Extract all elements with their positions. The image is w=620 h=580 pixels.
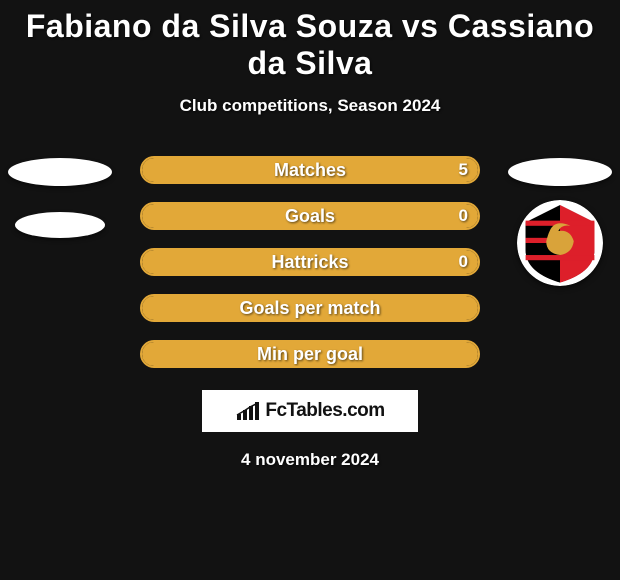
stat-bar: Matches 5 xyxy=(140,156,480,184)
right-player-column xyxy=(500,156,620,286)
stat-label: Goals xyxy=(285,206,335,227)
bar-chart-icon xyxy=(235,400,261,422)
brand-logo[interactable]: FcTables.com xyxy=(202,390,418,432)
left-player-column xyxy=(0,156,120,238)
stat-label: Goals per match xyxy=(239,298,380,319)
stat-bar: Hattricks 0 xyxy=(140,248,480,276)
date-text: 4 november 2024 xyxy=(0,450,620,470)
stat-label: Min per goal xyxy=(257,344,363,365)
page-title: Fabiano da Silva Souza vs Cassiano da Si… xyxy=(0,0,620,86)
right-player-oval xyxy=(508,158,612,186)
left-player-oval-2 xyxy=(15,212,105,238)
comparison-stage: Matches 5 Goals 0 Hattricks 0 Goals per match M… xyxy=(0,156,620,368)
stat-right-value: 0 xyxy=(459,252,468,272)
stat-bar: Min per goal xyxy=(140,340,480,368)
shield-icon xyxy=(517,200,603,286)
stat-label: Hattricks xyxy=(271,252,348,273)
left-player-oval-1 xyxy=(8,158,112,186)
stat-bar: Goals 0 xyxy=(140,202,480,230)
right-player-club-badge xyxy=(517,200,603,286)
stat-bar: Goals per match xyxy=(140,294,480,322)
stat-bars: Matches 5 Goals 0 Hattricks 0 Goals per match M… xyxy=(140,156,480,368)
stat-right-value: 5 xyxy=(459,160,468,180)
subtitle: Club competitions, Season 2024 xyxy=(0,96,620,116)
stat-label: Matches xyxy=(274,160,346,181)
stat-right-value: 0 xyxy=(459,206,468,226)
brand-text: FcTables.com xyxy=(265,400,384,422)
